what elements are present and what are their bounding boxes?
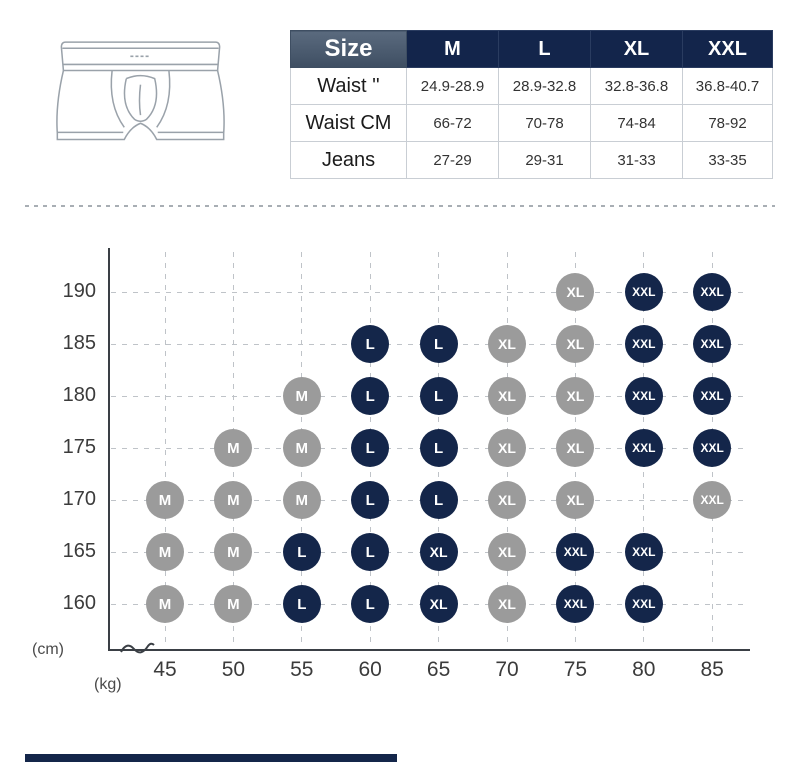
waist-inches-l: 28.9-32.8 <box>498 67 591 105</box>
grid-line-horizontal <box>111 291 745 293</box>
dotted-separator <box>25 205 775 207</box>
x-axis-tick-label: 85 <box>700 658 724 681</box>
axis-break-icon <box>120 642 155 654</box>
x-axis-tick-label: 45 <box>153 658 177 681</box>
size-dot-xxl: XXL <box>693 377 732 415</box>
size-dot-m: M <box>282 429 321 467</box>
waist-cm-m: 66-72 <box>406 104 499 142</box>
size-dot-m: M <box>282 377 321 415</box>
row-label-waist-inches: Waist '' <box>290 67 407 105</box>
size-dot-l: L <box>351 533 390 571</box>
size-dot-xl: XL <box>556 273 595 311</box>
size-dot-l: L <box>351 585 390 623</box>
waist-cm-xxl: 78-92 <box>682 104 773 142</box>
boxer-brief-illustration <box>48 34 233 176</box>
size-table-header-size: Size <box>290 30 407 68</box>
size-dot-xl: XL <box>556 325 595 363</box>
size-dot-l: L <box>419 429 458 467</box>
jeans-m: 27-29 <box>406 141 499 179</box>
y-axis-tick-label: 165 <box>62 540 96 562</box>
waist-inches-xxl: 36.8-40.7 <box>682 67 773 105</box>
size-dot-l: L <box>282 585 321 623</box>
size-table-header-l: L <box>498 30 591 68</box>
table-row-jeans: Jeans 27-29 29-31 31-33 33-35 <box>290 141 773 179</box>
x-axis-tick-label: 55 <box>290 658 314 681</box>
y-axis-tick-label: 170 <box>62 488 96 510</box>
size-dot-xl: XL <box>488 377 526 415</box>
size-dot-xl: XL <box>488 533 526 571</box>
size-dot-xl: XL <box>488 325 526 363</box>
size-dot-m: M <box>214 533 253 571</box>
x-axis-tick-label: 80 <box>632 658 656 681</box>
size-table: Size M L XL XXL Waist '' 24.9-28.9 28.9-… <box>290 30 773 179</box>
size-dot-xl: XL <box>419 585 458 623</box>
size-dot-l: L <box>351 429 390 467</box>
jeans-l: 29-31 <box>498 141 591 179</box>
row-label-waist-cm: Waist CM <box>290 104 407 142</box>
size-dot-xxl: XXL <box>556 533 595 571</box>
size-dot-xxl: XXL <box>624 377 663 415</box>
y-axis-tick-label: 180 <box>62 384 96 406</box>
x-axis-tick-label: 50 <box>221 658 246 681</box>
size-dot-xxl: XXL <box>624 273 663 311</box>
size-dot-xl: XL <box>419 533 458 571</box>
size-dot-m: M <box>146 533 184 571</box>
size-dot-xl: XL <box>556 429 595 467</box>
table-row-waist-inches: Waist '' 24.9-28.9 28.9-32.8 32.8-36.8 3… <box>290 67 773 105</box>
size-dot-m: M <box>214 481 253 519</box>
y-axis-tick-label: 190 <box>62 280 96 302</box>
x-axis-tick-label: 65 <box>426 658 451 681</box>
x-axis-tick-label: 75 <box>563 658 588 681</box>
row-label-jeans: Jeans <box>290 141 407 179</box>
size-table-header-row: Size M L XL XXL <box>290 30 773 68</box>
jeans-xxl: 33-35 <box>682 141 773 179</box>
size-dot-l: L <box>282 533 321 571</box>
size-dot-xxl: XXL <box>556 585 595 623</box>
boxer-brief-drawing <box>56 41 225 141</box>
size-dot-m: M <box>146 481 184 519</box>
y-axis-tick-label: 160 <box>62 592 96 614</box>
size-table-header-xl: XL <box>590 30 683 68</box>
size-dot-xxl: XXL <box>624 325 663 363</box>
size-dot-xxl: XXL <box>624 533 663 571</box>
size-dot-xxl: XXL <box>693 273 732 311</box>
size-dot-l: L <box>351 325 390 363</box>
size-dot-xl: XL <box>488 429 526 467</box>
y-axis-line <box>108 248 110 651</box>
size-dot-xxl: XXL <box>693 481 732 519</box>
size-dot-m: M <box>282 481 321 519</box>
size-dot-l: L <box>419 325 458 363</box>
x-axis-tick-label: 70 <box>495 658 519 681</box>
grid-line-vertical <box>164 252 166 648</box>
size-dot-m: M <box>146 585 184 623</box>
y-axis-tick-label: 175 <box>62 436 96 458</box>
size-dot-m: M <box>214 585 253 623</box>
size-dot-l: L <box>351 481 390 519</box>
bottom-bar <box>25 754 397 762</box>
size-dot-xxl: XXL <box>693 325 732 363</box>
y-axis-unit-label: (cm) <box>32 641 64 658</box>
size-dot-xl: XL <box>488 481 526 519</box>
size-dot-xl: XL <box>556 377 595 415</box>
size-dot-xxl: XXL <box>624 585 663 623</box>
waist-inches-m: 24.9-28.9 <box>406 67 499 105</box>
size-dot-l: L <box>419 481 458 519</box>
size-dot-xl: XL <box>556 481 595 519</box>
size-dot-xxl: XXL <box>693 429 732 467</box>
size-dot-l: L <box>351 377 390 415</box>
size-dot-xxl: XXL <box>624 429 663 467</box>
size-dot-xl: XL <box>488 585 526 623</box>
y-axis-tick-label: 185 <box>62 332 96 354</box>
x-axis-unit-label: (kg) <box>94 676 122 693</box>
size-table-header-xxl: XXL <box>682 30 773 68</box>
x-axis-tick-label: 60 <box>358 658 382 681</box>
x-axis-line <box>108 649 750 651</box>
table-row-waist-cm: Waist CM 66-72 70-78 74-84 78-92 <box>290 104 773 142</box>
size-dot-l: L <box>419 377 458 415</box>
size-dot-m: M <box>214 429 253 467</box>
